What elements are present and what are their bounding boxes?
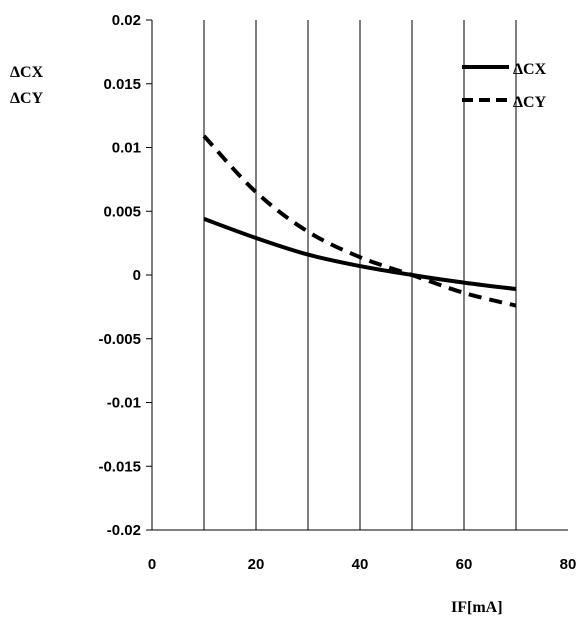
y-tick-label: -0.005	[98, 331, 141, 348]
series-line-cx	[203, 217, 517, 291]
y-tick-label: 0.015	[103, 76, 141, 93]
series-line-cy	[202, 134, 517, 308]
x-tick-label: 0	[148, 556, 156, 573]
x-axis-label: IF[mA]	[451, 599, 503, 616]
y-tick-label: 0.02	[112, 12, 141, 29]
series-group	[202, 134, 517, 308]
legend: ΔCX ΔCY	[462, 61, 547, 111]
y-axis-label-cy: ΔCY	[10, 90, 44, 107]
y-axis-label-cx: ΔCX	[10, 64, 44, 81]
y-tick-labels: 0.02 0.015 0.01 0.005 0 -0.005 -0.01 -0.015 -0.0…	[98, 12, 141, 539]
x-tick-labels: 0 20 40 60 80	[148, 556, 577, 573]
y-tick-label: -0.02	[107, 522, 141, 539]
x-tick-label: 20	[248, 556, 265, 573]
axes	[146, 19, 568, 531]
y-tick-label: 0	[133, 267, 141, 284]
legend-label-cy: ΔCY	[513, 94, 547, 111]
x-tick-label: 40	[352, 556, 369, 573]
x-tick-label: 60	[456, 556, 473, 573]
grid	[203, 20, 517, 530]
x-tick-label: 80	[560, 556, 577, 573]
legend-label-cx: ΔCX	[513, 61, 547, 78]
y-tick-label: -0.015	[98, 458, 141, 475]
y-tick-label: 0.005	[103, 203, 141, 220]
y-tick-label: 0.01	[112, 140, 141, 157]
y-tick-label: -0.01	[107, 395, 141, 412]
